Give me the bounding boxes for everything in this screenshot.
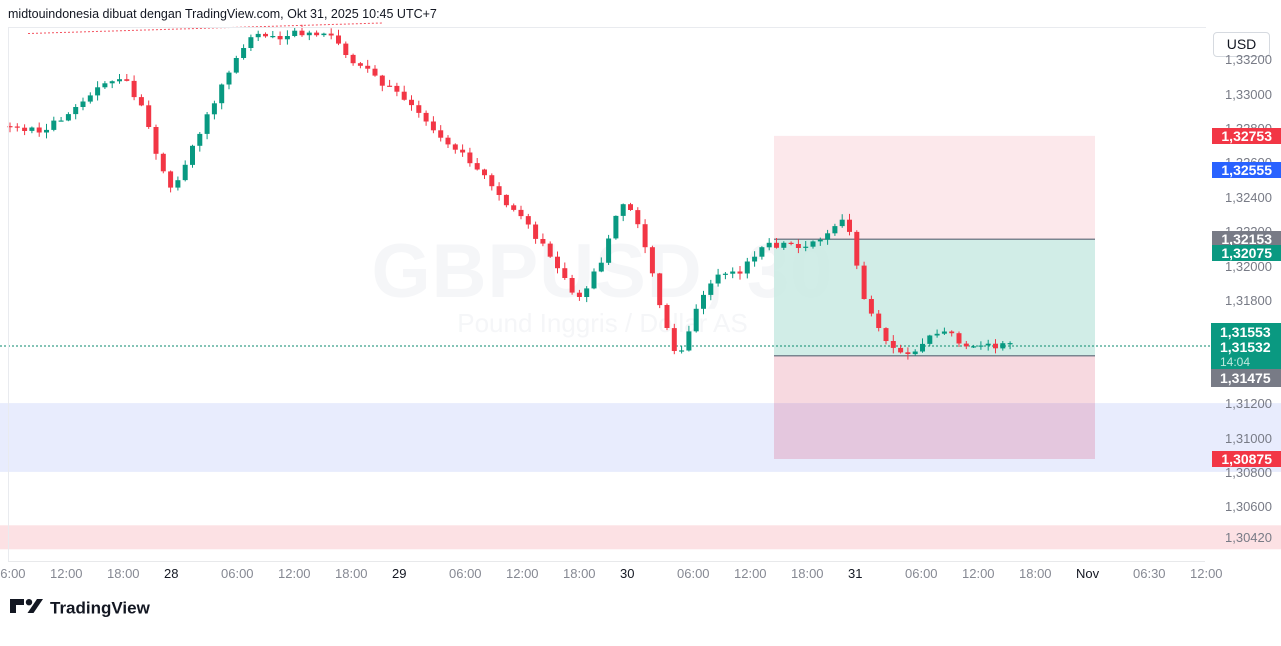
svg-text:TradingView: TradingView [50, 599, 151, 618]
